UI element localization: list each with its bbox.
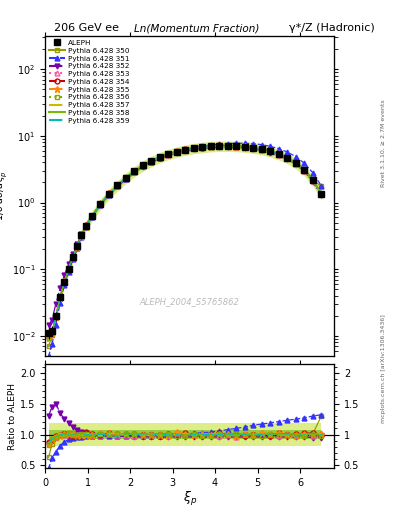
Text: mcplots.cern.ch [arXiv:1306.3436]: mcplots.cern.ch [arXiv:1306.3436] [381, 314, 386, 423]
Text: ALEPH_2004_S5765862: ALEPH_2004_S5765862 [140, 297, 240, 306]
Text: Ln(Momentum Fraction): Ln(Momentum Fraction) [134, 23, 259, 33]
Text: 206 GeV ee: 206 GeV ee [54, 23, 119, 33]
Text: Rivet 3.1.10, ≥ 2.7M events: Rivet 3.1.10, ≥ 2.7M events [381, 99, 386, 187]
Y-axis label: Ratio to ALEPH: Ratio to ALEPH [8, 382, 17, 450]
Text: γ*/Z (Hadronic): γ*/Z (Hadronic) [289, 23, 375, 33]
Y-axis label: $1/\sigma\, d\sigma/d\xi^p_p$: $1/\sigma\, d\sigma/d\xi^p_p$ [0, 170, 9, 222]
Legend: ALEPH, Pythia 6.428 350, Pythia 6.428 351, Pythia 6.428 352, Pythia 6.428 353, P: ALEPH, Pythia 6.428 350, Pythia 6.428 35… [48, 38, 130, 125]
X-axis label: $\xi_p$: $\xi_p$ [182, 489, 197, 507]
